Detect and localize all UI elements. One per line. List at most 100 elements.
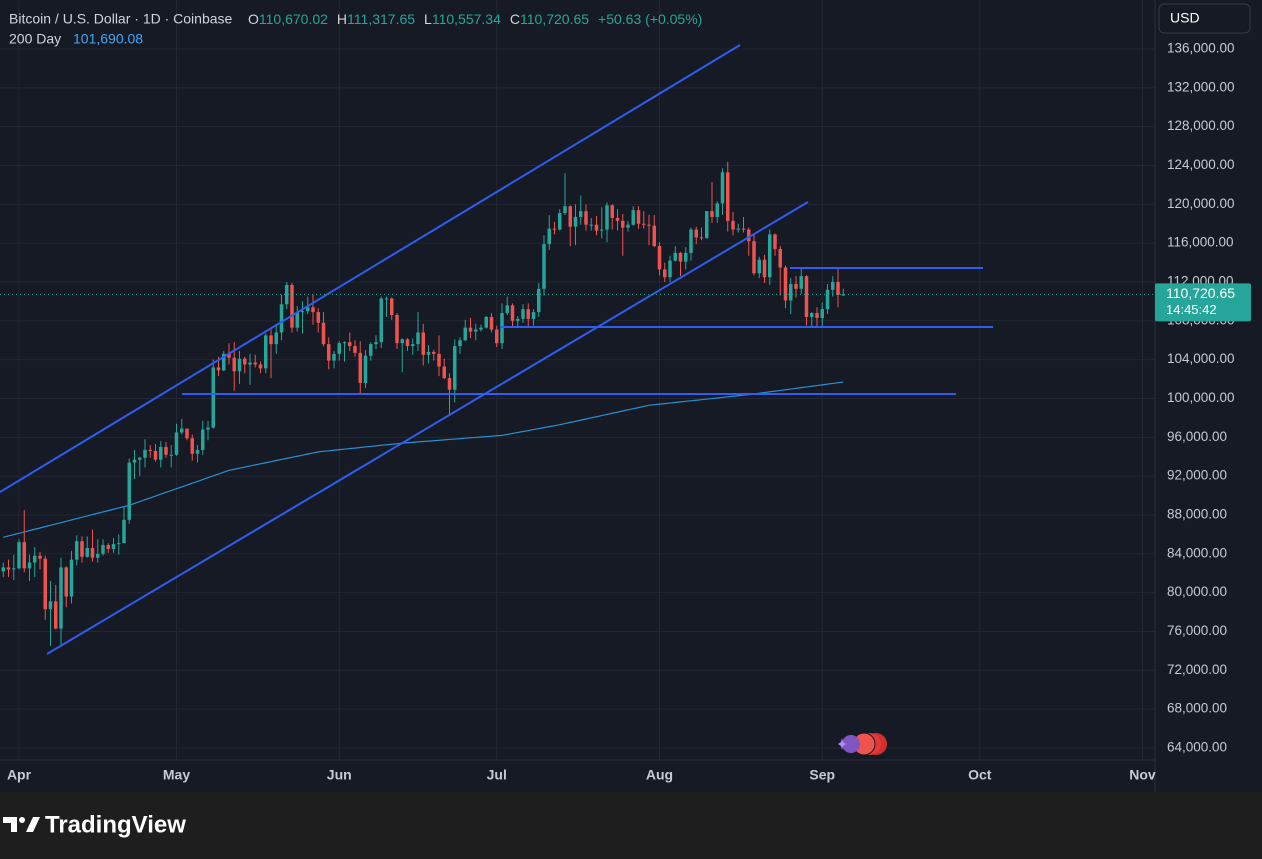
ohlc-value: 110,720.65 <box>520 11 589 27</box>
ma-legend-value: 101,690.08 <box>73 31 143 47</box>
candle-body <box>720 172 725 204</box>
x-tick-label: Jul <box>487 767 507 783</box>
y-tick-label: 76,000.00 <box>1167 623 1227 638</box>
candle-body <box>379 298 383 343</box>
candle-body <box>253 362 257 365</box>
candle-body <box>258 364 263 369</box>
candle-body <box>510 305 515 321</box>
candle-body <box>762 259 767 278</box>
candle-body <box>279 304 284 333</box>
candle-body <box>153 450 158 460</box>
candle-body <box>589 224 593 226</box>
candle-body <box>547 228 551 245</box>
candle-body <box>48 601 53 610</box>
candle-body <box>531 312 536 319</box>
candle-body <box>348 342 352 347</box>
moving-average <box>3 381 844 538</box>
candle-body <box>180 428 184 433</box>
candle-body <box>384 298 389 300</box>
candle-body <box>484 316 488 328</box>
currency-box[interactable] <box>1158 3 1251 34</box>
y-tick-label: 92,000.00 <box>1167 468 1227 483</box>
candle-body <box>64 567 68 597</box>
x-tick-label: Aug <box>646 767 673 783</box>
candle-body <box>43 558 47 610</box>
candle-body <box>678 252 683 262</box>
candle-body <box>463 327 467 341</box>
candle-body <box>783 267 788 301</box>
last-price-box <box>1155 283 1251 322</box>
candle-body <box>22 542 26 569</box>
candle-body <box>285 284 289 305</box>
candle-body <box>269 335 273 345</box>
candle-body <box>290 284 294 328</box>
candle-body <box>752 241 756 274</box>
candle-body <box>148 449 152 451</box>
candle-body <box>610 205 614 218</box>
candle-body <box>731 220 735 230</box>
currency-label[interactable]: USD <box>1170 10 1200 26</box>
y-tick-label: 68,000.00 <box>1167 701 1227 716</box>
candle-body <box>190 438 194 454</box>
candle-body <box>757 259 761 274</box>
event-icons <box>838 732 887 756</box>
candle-body <box>526 309 530 319</box>
candle-body <box>390 298 394 316</box>
candle-body <box>358 352 362 383</box>
candle-body <box>642 223 646 225</box>
candle-body <box>248 362 252 365</box>
candle-body <box>841 294 845 296</box>
candle-body <box>568 206 572 227</box>
candle-body <box>106 545 110 549</box>
ohlc-key: O <box>248 11 259 27</box>
candle-body <box>169 454 173 456</box>
candle-body <box>768 234 772 278</box>
ohlc-value: 110,557.34 <box>432 11 501 27</box>
x-tick-label: May <box>163 767 190 783</box>
candle-body <box>90 547 95 558</box>
y-tick-label: 80,000.00 <box>1167 584 1227 599</box>
candle-body <box>663 269 667 278</box>
symbol-title: Bitcoin / U.S. Dollar · 1D · Coinbase <box>9 11 233 27</box>
ohlc-values: O110,670.02 H111,317.65 L110,557.34 C110,72… <box>248 11 702 27</box>
candle-body <box>521 309 525 319</box>
candle-body <box>174 432 179 455</box>
candle-body <box>274 332 278 345</box>
candle-body <box>80 541 84 557</box>
candle-body <box>27 562 32 569</box>
candle-body <box>542 244 546 289</box>
y-tick-label: 136,000.00 <box>1167 41 1235 56</box>
candle-body <box>206 427 210 430</box>
candle-body <box>820 309 824 318</box>
currency-button[interactable]: USD <box>1158 3 1251 34</box>
candle-body <box>311 307 315 313</box>
candle-body <box>117 543 121 545</box>
candle-body <box>85 547 89 557</box>
candle-body <box>505 305 509 314</box>
candle-body <box>232 357 236 372</box>
candle-body <box>689 229 693 253</box>
change-value: +50.63 (+0.05%) <box>598 11 702 27</box>
candle-body <box>75 541 79 560</box>
candle-body <box>631 210 635 225</box>
y-tick-label: 104,000.00 <box>1167 351 1235 366</box>
x-tick-label: Jun <box>327 767 352 783</box>
candle-body <box>657 246 662 270</box>
candle-body <box>426 351 431 355</box>
chart: 64,000.00 68,000.00 72,000.00 76,000.00 80,0… <box>0 0 1262 792</box>
candle-body <box>164 447 168 455</box>
candle-body <box>516 318 520 321</box>
candle-body <box>668 260 672 278</box>
candles <box>1 161 845 647</box>
footer: TradingView <box>0 792 1262 859</box>
candle-body <box>411 344 415 347</box>
logo-mark <box>26 817 40 832</box>
candle-body <box>6 567 11 570</box>
last-price-label: 110,720.65 <box>1166 285 1235 301</box>
background <box>0 0 1262 792</box>
candle-body <box>747 229 751 242</box>
candle-body <box>621 220 625 228</box>
candle-body <box>699 237 704 239</box>
